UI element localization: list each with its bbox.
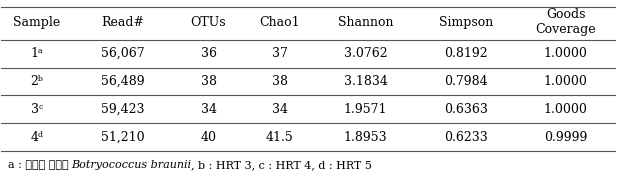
Text: 1.0000: 1.0000 bbox=[544, 103, 587, 116]
Text: 56,489: 56,489 bbox=[101, 75, 144, 88]
Text: OTUs: OTUs bbox=[191, 16, 226, 29]
Text: Read#: Read# bbox=[101, 16, 144, 29]
Text: 3.1834: 3.1834 bbox=[344, 75, 387, 88]
Text: 0.6363: 0.6363 bbox=[444, 103, 487, 116]
Text: a : 배지로 배양한: a : 배지로 배양한 bbox=[7, 160, 72, 170]
Text: 41.5: 41.5 bbox=[266, 131, 294, 144]
Text: Simpson: Simpson bbox=[439, 16, 493, 29]
Text: 3.0762: 3.0762 bbox=[344, 47, 387, 60]
Text: 0.6233: 0.6233 bbox=[444, 131, 487, 144]
Text: 34: 34 bbox=[201, 103, 217, 116]
Text: Sample: Sample bbox=[14, 16, 60, 29]
Text: Chao1: Chao1 bbox=[260, 16, 300, 29]
Text: 36: 36 bbox=[201, 47, 217, 60]
Text: 56,067: 56,067 bbox=[101, 47, 144, 60]
Text: 38: 38 bbox=[201, 75, 217, 88]
Text: Shannon: Shannon bbox=[338, 16, 394, 29]
Text: 1ᵃ: 1ᵃ bbox=[31, 47, 44, 60]
Text: 1.8953: 1.8953 bbox=[344, 131, 387, 144]
Text: 4ᵈ: 4ᵈ bbox=[31, 131, 44, 144]
Text: 34: 34 bbox=[272, 103, 288, 116]
Text: 0.7984: 0.7984 bbox=[444, 75, 487, 88]
Text: 1.0000: 1.0000 bbox=[544, 75, 587, 88]
Text: 1.0000: 1.0000 bbox=[544, 47, 587, 60]
Text: 40: 40 bbox=[201, 131, 217, 144]
Text: 3ᶜ: 3ᶜ bbox=[31, 103, 43, 116]
Text: Goods
Coverage: Goods Coverage bbox=[536, 8, 596, 36]
Text: 1.9571: 1.9571 bbox=[344, 103, 387, 116]
Text: 0.9999: 0.9999 bbox=[544, 131, 587, 144]
Text: , b : HRT 3, c : HRT 4, d : HRT 5: , b : HRT 3, c : HRT 4, d : HRT 5 bbox=[191, 160, 371, 170]
Text: 2ᵇ: 2ᵇ bbox=[31, 75, 44, 88]
Text: 37: 37 bbox=[272, 47, 288, 60]
Text: 51,210: 51,210 bbox=[101, 131, 144, 144]
Text: 0.8192: 0.8192 bbox=[444, 47, 487, 60]
Text: 38: 38 bbox=[272, 75, 288, 88]
Text: 59,423: 59,423 bbox=[101, 103, 144, 116]
Text: Botryococcus braunii: Botryococcus braunii bbox=[72, 160, 191, 170]
